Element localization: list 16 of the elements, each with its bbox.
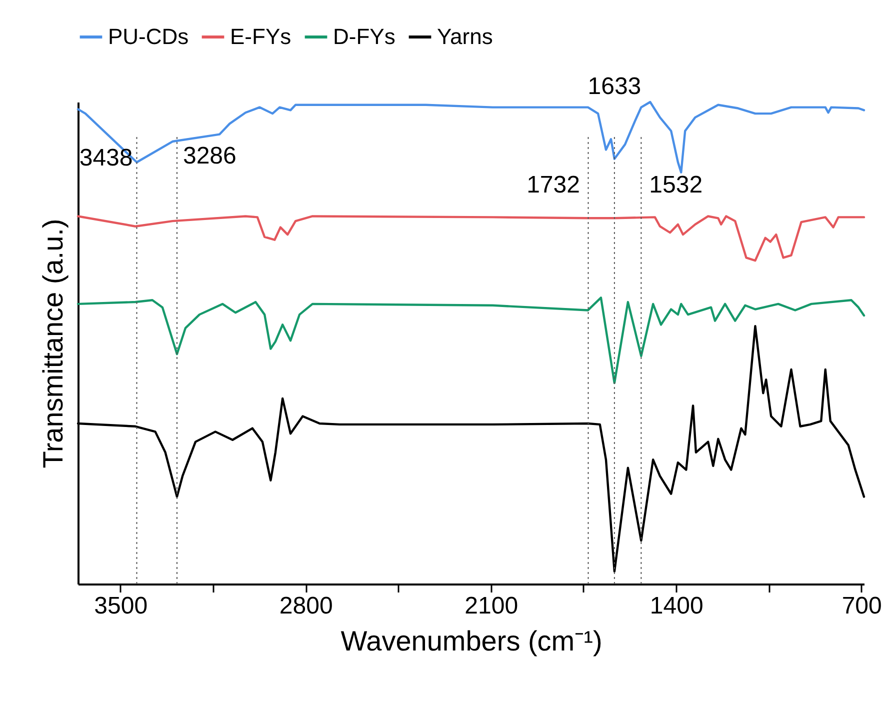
y-axis-title: Transmittance (a.u.) — [38, 218, 68, 468]
x-tick-label: 3500 — [94, 592, 148, 620]
x-tick-label: 2100 — [464, 592, 518, 620]
legend-label: Yarns — [437, 24, 493, 49]
legend-label: PU-CDs — [108, 24, 189, 49]
x-tick-label: 1400 — [650, 592, 704, 620]
annotation: 1732 — [526, 171, 580, 198]
x-tick-label: 700 — [842, 592, 882, 620]
legend-label: D-FYs — [333, 24, 396, 49]
annotation: 3286 — [182, 142, 236, 170]
annotation: 1633 — [588, 72, 642, 100]
x-tick-label: 2800 — [279, 592, 333, 620]
legend-label: E-FYs — [230, 24, 292, 49]
annotation: 1532 — [649, 171, 703, 198]
annotation: 3438 — [79, 144, 133, 172]
x-axis-title: Wavenumbers (cm⁻¹) — [340, 626, 602, 656]
